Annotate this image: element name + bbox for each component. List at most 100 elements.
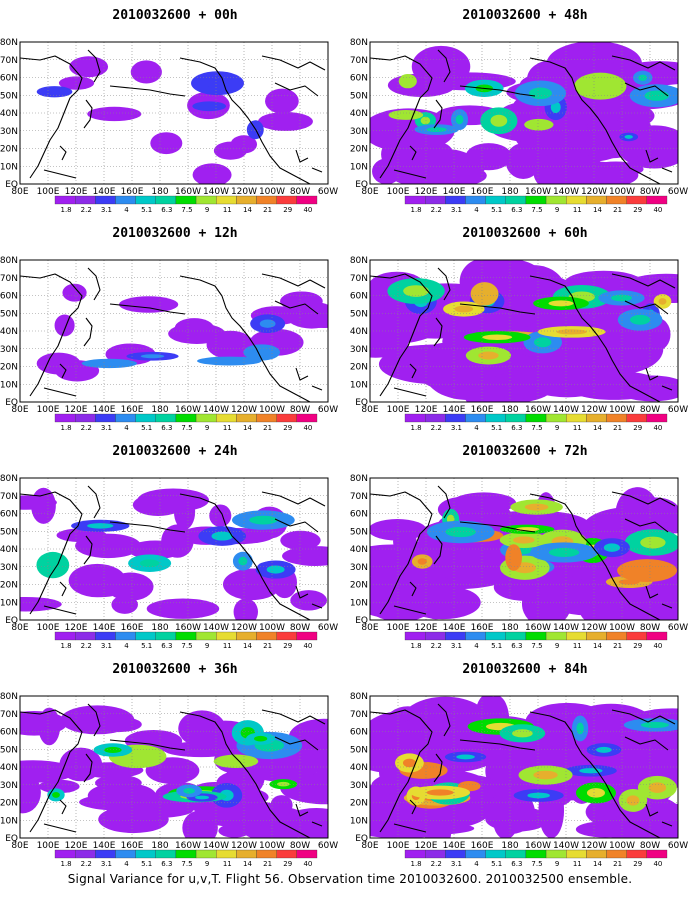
longitude-label: 120W — [581, 623, 607, 633]
coastline — [261, 55, 326, 97]
variance-peak — [550, 101, 561, 114]
variance-peak — [527, 792, 550, 799]
colorbar-label: 5.1 — [141, 642, 152, 649]
colorbar-swatch — [404, 849, 426, 859]
variance-peak — [456, 754, 475, 760]
variance-peak — [445, 526, 476, 538]
colorbar-swatch — [586, 631, 607, 641]
variance-region — [56, 528, 107, 543]
variance-peak — [624, 134, 633, 139]
coastline — [393, 145, 427, 179]
longitude-label: 100W — [609, 187, 635, 197]
colorbar-swatch — [566, 413, 587, 423]
latitude-label: 40N — [350, 763, 368, 773]
latitude-label: 40N — [0, 545, 18, 555]
longitude-label: 80E — [361, 187, 378, 197]
colorbar-swatch — [54, 631, 76, 641]
colorbar-label: 4 — [124, 206, 129, 213]
longitude-label: 180 — [501, 841, 518, 851]
longitude-label: 140E — [93, 187, 116, 197]
colorbar-swatch — [545, 413, 567, 423]
latitude-label: 30N — [350, 127, 368, 137]
latitude-label: 30N — [350, 781, 368, 791]
variance-peak — [596, 746, 612, 753]
colorbar-swatch — [404, 631, 426, 641]
colorbar-label: 3.1 — [101, 206, 112, 213]
longitude-label: 100W — [259, 187, 285, 197]
colorbar-swatch — [525, 631, 547, 641]
colorbar-label: 4 — [124, 860, 129, 867]
variance-region — [38, 707, 61, 746]
colorbar-label: 29 — [283, 642, 292, 649]
latitude-label: 60N — [0, 74, 18, 84]
colorbar-swatch — [445, 195, 466, 205]
longitude-label: 100W — [259, 405, 285, 415]
variance-region — [258, 112, 313, 131]
longitude-label: 140E — [443, 623, 466, 633]
colorbar-label: 3.1 — [451, 642, 462, 649]
variance-peak — [633, 565, 661, 576]
colorbar-swatch — [566, 849, 587, 859]
colorbar-label: 6.3 — [161, 206, 172, 213]
longitude-label: 180 — [151, 623, 168, 633]
longitude-label: 180 — [501, 187, 518, 197]
variance-peak — [532, 122, 546, 128]
map-panel: 2010032600 + 36h 80N 70N 60N 50N 40N 30N 20N 10N… — [0, 654, 350, 872]
colorbar-swatch — [195, 849, 217, 859]
colorbar-label: 21 — [263, 860, 272, 867]
colorbar-swatch — [135, 195, 156, 205]
colorbar-label: 2.2 — [431, 642, 442, 649]
variance-region — [130, 60, 162, 84]
latitude-label: 60N — [350, 728, 368, 738]
variance-region — [68, 563, 126, 598]
colorbar-label: 21 — [613, 642, 622, 649]
variance-region — [515, 369, 566, 393]
coastline — [437, 485, 536, 533]
colorbar-swatch — [155, 195, 177, 205]
colorbar-label: 40 — [303, 642, 312, 649]
colorbar-label: 7.5 — [181, 642, 192, 649]
longitude-label: 160E — [121, 405, 144, 415]
colorbar-swatch — [646, 195, 668, 205]
colorbar-label: 4 — [124, 424, 129, 431]
colorbar-label: 11 — [573, 206, 582, 213]
colorbar-label: 14 — [593, 860, 602, 867]
colorbar-swatch — [75, 413, 96, 423]
colorbar-label: 40 — [303, 424, 312, 431]
colorbar-label: 7.5 — [181, 206, 192, 213]
colorbar-swatch — [465, 195, 486, 205]
colorbar-label: 3.1 — [451, 860, 462, 867]
variance-region — [565, 47, 591, 83]
colorbar-label: 1.8 — [61, 860, 72, 867]
colorbar-swatch — [445, 413, 466, 423]
longitude-label: 140W — [203, 623, 229, 633]
colorbar-swatch — [155, 849, 177, 859]
map-frame — [19, 477, 329, 621]
variance-region — [610, 808, 678, 838]
variance-region — [533, 150, 606, 184]
coastline — [529, 57, 661, 184]
variance-peak — [183, 788, 195, 794]
longitude-label: 100W — [609, 623, 635, 633]
colorbar-swatch — [195, 195, 217, 205]
longitude-label: 60W — [668, 841, 688, 851]
coastline — [179, 57, 311, 184]
longitude-label: 140E — [443, 405, 466, 415]
colorbar-label: 9 — [555, 424, 559, 431]
coastline — [20, 491, 83, 615]
variance-region — [163, 741, 240, 758]
latitude-label: 70N — [350, 492, 368, 502]
longitude-label: 140W — [553, 841, 579, 851]
map-frame — [19, 695, 329, 839]
variance-peak — [201, 104, 217, 109]
map-panel: 2010032600 + 48h 80N 70N 60N 50N 40N 30N 20N 10N… — [350, 0, 700, 218]
colorbar-label: 2.2 — [81, 860, 92, 867]
latitude-label: 10N — [350, 380, 368, 390]
latitude-label: 10N — [0, 380, 18, 390]
variance-peak — [225, 758, 246, 765]
variance-region — [280, 530, 321, 550]
coastline — [261, 709, 326, 751]
colorbar-swatch — [155, 631, 177, 641]
